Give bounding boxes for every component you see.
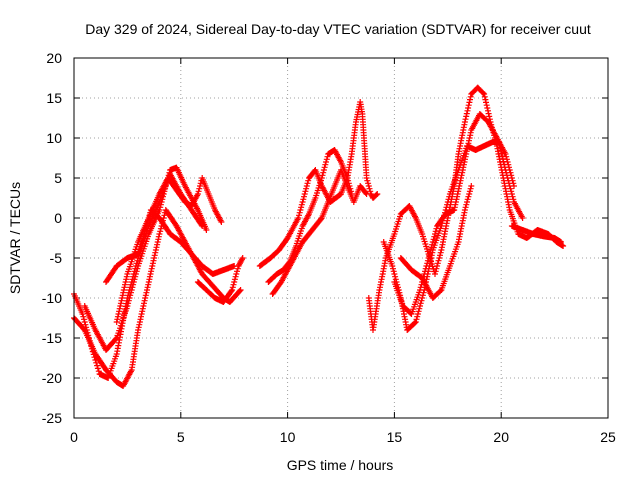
x-tick-label: 0 (70, 429, 78, 445)
series-track-n (508, 223, 564, 245)
series-marks (265, 147, 355, 285)
y-tick-label: -20 (42, 370, 62, 386)
plot-frame (73, 57, 609, 419)
x-tick-label: 5 (177, 429, 185, 445)
y-tick-label: 10 (46, 130, 62, 146)
x-tick-label: 25 (600, 429, 616, 445)
y-tick-label: -5 (50, 250, 63, 266)
x-tick-label: 20 (493, 429, 509, 445)
x-tick-label: 15 (387, 429, 403, 445)
series-track-i (265, 147, 355, 285)
grid-lines (74, 58, 608, 418)
series-marks (194, 255, 246, 305)
series-track-m (397, 183, 475, 301)
y-tick-label: -10 (42, 290, 62, 306)
x-tick-label: 10 (280, 429, 296, 445)
series-track-f (194, 255, 246, 305)
series-marks (397, 183, 475, 301)
data-marks (71, 84, 567, 389)
y-tick-label: 5 (54, 170, 62, 186)
series-track-e (113, 175, 225, 325)
y-axis-label: SDTVAR / TECUs (7, 182, 23, 294)
series-marks (256, 99, 381, 269)
y-tick-label: 0 (54, 210, 62, 226)
y-tick-label: 20 (46, 50, 62, 66)
x-axis-label: GPS time / hours (287, 457, 394, 473)
tick-labels: 0 5 10 15 20 25 -25 -20 -15 -10 -5 0 5 10 15 20 (42, 50, 616, 445)
y-tick-label: -25 (42, 410, 62, 426)
y-tick-label: 15 (46, 90, 62, 106)
series-track-g (256, 99, 381, 269)
chart-title: Day 329 of 2024, Sidereal Day-to-day VTE… (85, 21, 591, 37)
series-marks (113, 175, 225, 325)
y-tick-label: -15 (42, 330, 62, 346)
series-marks (508, 223, 564, 245)
